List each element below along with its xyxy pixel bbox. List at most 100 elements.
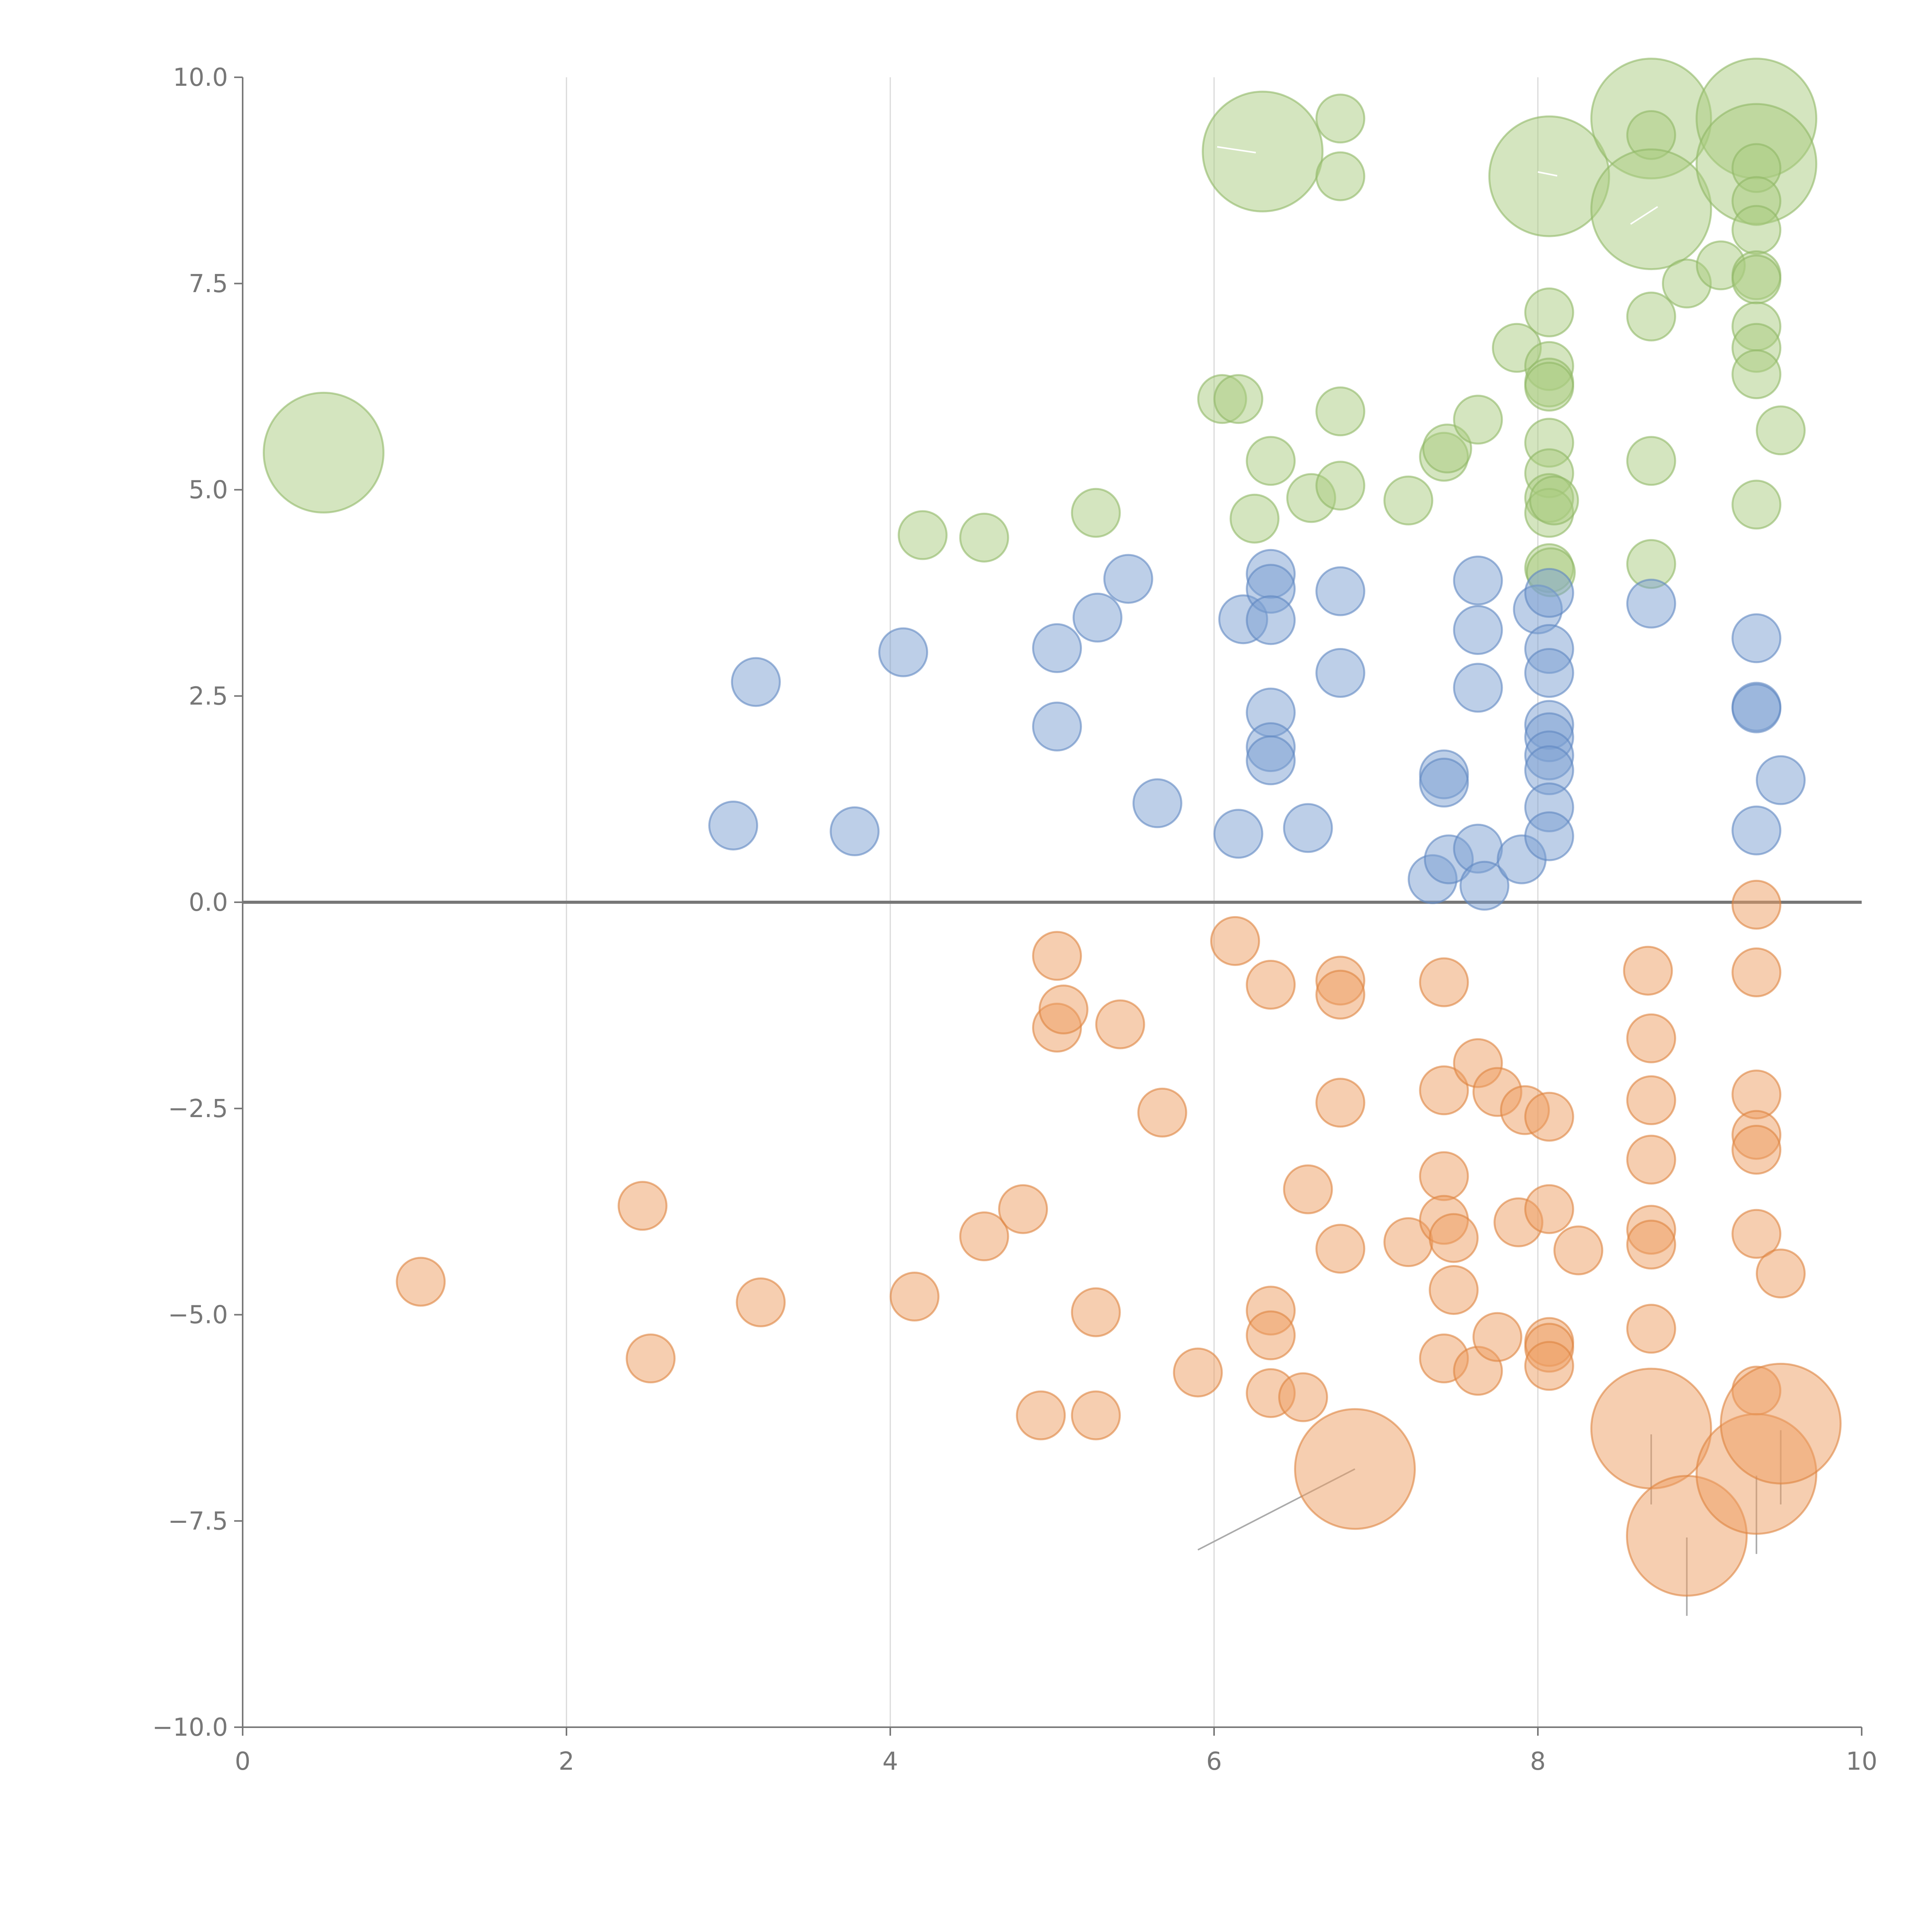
- orange-bubble: [1429, 1213, 1479, 1263]
- blue-bubble: [1246, 735, 1296, 786]
- blue-bubble: [1453, 605, 1503, 655]
- orange-bubble: [1553, 1225, 1604, 1276]
- green-bubble: [263, 391, 384, 514]
- blue-bubble: [1731, 805, 1782, 855]
- blue-bubble: [1626, 578, 1676, 629]
- orange-bubble: [1626, 1075, 1676, 1125]
- y-tick-label: −10.0: [152, 1713, 228, 1742]
- green-bubble: [1315, 94, 1366, 144]
- orange-bubble: [1731, 1209, 1782, 1259]
- green-bubble: [1529, 475, 1579, 526]
- orange-bubble: [1032, 931, 1082, 981]
- blue-bubble: [1315, 648, 1366, 698]
- orange-bubble: [1246, 1310, 1296, 1361]
- orange-bubble: [1038, 985, 1088, 1035]
- x-tick-label: 10: [1846, 1747, 1877, 1776]
- watermark-leader-line: [1217, 146, 1256, 153]
- x-tick-label: 4: [883, 1747, 898, 1776]
- y-tick-label: −7.5: [168, 1507, 228, 1536]
- blue-bubble: [1032, 701, 1082, 752]
- orange-bubble: [1626, 1013, 1676, 1063]
- orange-bubble: [736, 1277, 786, 1327]
- x-tick-label: 8: [1530, 1747, 1546, 1776]
- green-bubble: [1731, 205, 1782, 255]
- blue-bubble: [1419, 757, 1469, 808]
- orange-bubble: [1419, 957, 1469, 1007]
- watermark-leader-line: [1630, 206, 1658, 225]
- orange-bubble: [1731, 879, 1782, 930]
- orange-bubble: [889, 1272, 940, 1322]
- orange-bubble: [1731, 1125, 1782, 1175]
- blue-bubble: [1213, 809, 1264, 859]
- orange-bubble: [1623, 946, 1673, 996]
- watermark-leader-line: [1537, 171, 1558, 177]
- green-bubble: [1246, 436, 1296, 486]
- orange-bubble: [1524, 1092, 1574, 1142]
- blue-bubble: [1103, 554, 1153, 604]
- orange-bubble: [1210, 916, 1260, 966]
- y-tick-label: 5.0: [189, 476, 228, 505]
- orange-bubble: [1472, 1312, 1522, 1362]
- orange-bubble: [998, 1184, 1048, 1234]
- x-tick-label: 6: [1206, 1747, 1222, 1776]
- orange-bubble: [617, 1181, 668, 1231]
- green-bubble: [1315, 151, 1366, 201]
- blue-bubble: [1032, 623, 1082, 673]
- orange-bubble: [1315, 1078, 1366, 1128]
- blue-bubble: [1453, 555, 1503, 605]
- orange-bubble: [1283, 1164, 1333, 1214]
- green-bubble: [1383, 475, 1434, 526]
- blue-bubble: [1246, 595, 1296, 645]
- orange-bubble: [1419, 1065, 1469, 1116]
- y-tick-label: 7.5: [189, 270, 228, 298]
- orange-bubble: [1315, 969, 1366, 1020]
- blue-bubble: [708, 800, 759, 850]
- orange-bubble: [1071, 1390, 1121, 1440]
- orange-bubble: [396, 1257, 446, 1307]
- green-bubble: [1202, 90, 1324, 213]
- green-bubble: [1756, 405, 1806, 456]
- orange-bubble: [1524, 1341, 1574, 1391]
- green-bubble: [1626, 291, 1676, 342]
- green-bubble: [898, 510, 948, 560]
- blue-bubble: [1756, 755, 1806, 805]
- green-bubble: [1422, 423, 1472, 474]
- orange-bubble: [1095, 999, 1145, 1049]
- orange-bubble: [1071, 1287, 1121, 1337]
- bubble-points: [263, 58, 1842, 1597]
- orange-bubble: [1315, 1224, 1366, 1274]
- green-bubble: [1626, 436, 1676, 486]
- blue-bubble: [1731, 613, 1782, 663]
- blue-bubble: [1315, 566, 1366, 616]
- orange-bubble: [1246, 960, 1296, 1010]
- blue-bubble: [1731, 683, 1782, 733]
- green-bubble: [1315, 461, 1366, 511]
- blue-bubble: [878, 627, 929, 677]
- green-bubble: [1590, 148, 1712, 270]
- x-tick-label: 2: [559, 1747, 575, 1776]
- orange-bubble: [626, 1333, 676, 1384]
- orange-bubble: [1731, 947, 1782, 997]
- y-tick-label: 10.0: [173, 63, 228, 92]
- green-bubble: [959, 512, 1009, 563]
- blue-bubble: [1459, 861, 1510, 911]
- green-bubble: [1230, 493, 1280, 544]
- blue-bubble: [1524, 648, 1574, 698]
- blue-bubble: [1283, 803, 1333, 853]
- blue-bubble: [1072, 592, 1122, 643]
- green-bubble: [1315, 386, 1366, 437]
- orange-bubble: [1137, 1087, 1187, 1138]
- orange-bubble: [1720, 1362, 1842, 1485]
- blue-bubble: [1524, 811, 1574, 861]
- y-tick-label: 2.5: [189, 682, 228, 711]
- orange-bubble: [1016, 1390, 1066, 1440]
- orange-bubble: [1626, 1304, 1676, 1354]
- green-bubble: [1071, 488, 1121, 538]
- watermark-overlay: [1217, 146, 1658, 225]
- orange-bubble: [1626, 1219, 1676, 1270]
- y-tick-label: 0.0: [189, 888, 228, 917]
- orange-bubble: [1294, 1408, 1416, 1530]
- green-bubble: [1213, 374, 1264, 424]
- orange-bubble: [1419, 1151, 1469, 1201]
